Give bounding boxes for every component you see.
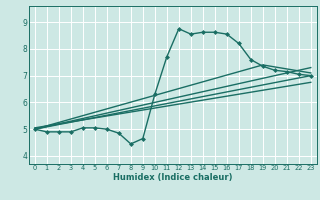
X-axis label: Humidex (Indice chaleur): Humidex (Indice chaleur) (113, 173, 233, 182)
